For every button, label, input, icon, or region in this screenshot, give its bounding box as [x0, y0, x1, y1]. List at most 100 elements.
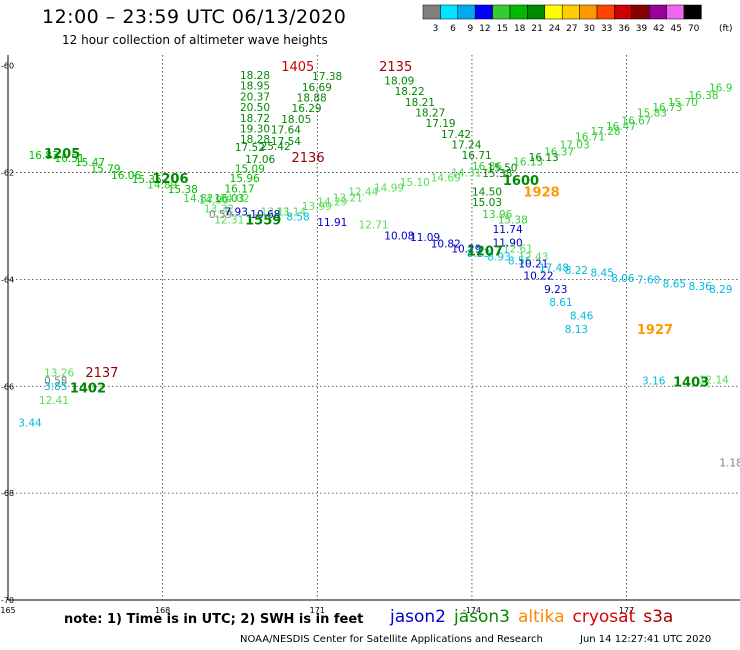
pass-time-label: 1402	[70, 382, 106, 397]
scale-label: 9	[467, 24, 473, 34]
legend-cryosat: cryosat	[572, 607, 636, 627]
wave-height-label: 18.72	[240, 113, 270, 125]
wave-height-label: 17.54	[271, 136, 301, 148]
wave-height-label: 8.46	[570, 310, 594, 322]
wave-height-label: 14.31	[451, 167, 481, 179]
wave-height-label: 10.29	[451, 244, 481, 256]
wave-height-label: 14.29	[317, 197, 347, 209]
wave-height-label: 13.11	[261, 206, 291, 218]
pass-time-label: 1205	[44, 147, 80, 162]
wave-height-label: 16.86	[472, 161, 502, 173]
scale-label: 15	[497, 24, 508, 34]
wave-height-label: 10.82	[431, 238, 461, 250]
wave-height-label: 12.43	[518, 252, 548, 264]
scale-swatch	[683, 4, 702, 20]
pass-time-label: 1403	[673, 375, 709, 390]
color-scale-legend: 3 6 9 12 15 18 21 24 27 30 33 36 39 42 45 70 (ft)	[422, 4, 733, 34]
x-tick-label: -174	[463, 606, 481, 615]
wave-height-label: 16.9	[709, 82, 732, 94]
scale-label: 24	[549, 24, 561, 34]
wave-height-label: 18.27	[415, 107, 445, 119]
y-tick-label: -68	[1, 489, 14, 498]
wave-height-label: 18.09	[384, 75, 414, 87]
wave-height-label: 16.69	[302, 82, 332, 94]
page-title: 12:00 – 23:59 UTC 06/13/2020	[42, 6, 347, 28]
wave-height-label: 18.28	[240, 134, 270, 146]
wave-height-label: 0.58	[44, 376, 67, 388]
scale-label: 12	[479, 24, 490, 34]
wave-height-label: 18.88	[297, 92, 327, 104]
wave-height-label: 16.71	[462, 150, 492, 162]
pass-time-label: 1206	[152, 172, 188, 187]
wave-height-label: 12.31	[214, 214, 244, 226]
credit-text: NOAA/NESDIS Center for Satellite Applica…	[240, 634, 543, 645]
y-tick-label: -66	[1, 382, 14, 391]
wave-height-label: 3.44	[18, 417, 42, 429]
wave-height-label: 15.70	[668, 97, 698, 109]
wave-height-label: 16.03	[214, 193, 244, 205]
wave-height-label: 8.93	[487, 252, 510, 264]
scale-label: 6	[450, 24, 456, 34]
wave-height-label: 16.17	[225, 183, 255, 195]
scale-label: 36	[618, 24, 630, 34]
wave-height-label: 20.50	[240, 102, 270, 114]
x-tick-label: 171	[310, 606, 325, 615]
wave-height-label: 15.83	[637, 107, 667, 119]
wave-height-label: 13.21	[333, 192, 363, 204]
pass-time-label: 1928	[523, 186, 559, 201]
wave-height-label: 12.61	[503, 244, 533, 256]
wave-height-label: 10.68	[250, 209, 280, 221]
wave-height-label: 13.14	[276, 206, 306, 218]
pass-time-label: 1600	[503, 174, 539, 189]
wave-height-label: 3.16	[642, 376, 666, 388]
wave-height-label: 20.37	[240, 91, 270, 103]
legend-jason3: jason3	[454, 607, 510, 627]
wave-height-label: 8.23	[467, 248, 490, 260]
wave-height-label: 8.06	[611, 273, 635, 285]
wave-height-label: 14.02	[219, 193, 249, 205]
x-tick-label: 165	[0, 606, 15, 615]
timestamp-text: Jun 14 12:27:41 UTC 2020	[580, 634, 712, 645]
wave-height-label: 17.03	[560, 140, 590, 152]
pass-time-label: 1207	[467, 244, 503, 259]
wave-height-label: 18.21	[405, 97, 435, 109]
scale-label: 45	[671, 24, 682, 34]
wave-height-label: 8.45	[591, 268, 614, 280]
wave-height-label: 11.74	[493, 224, 523, 236]
wave-height-label: 16.47	[606, 121, 636, 133]
legend-s3a: s3a	[643, 607, 674, 627]
wave-height-label: 17.24	[451, 140, 481, 152]
wave-height-label: 15.96	[230, 173, 260, 185]
wave-height-label: 16.06	[111, 170, 141, 182]
wave-height-label: 16.83	[29, 150, 59, 162]
wave-height-label: 15.38	[168, 184, 198, 196]
scale-label: 21	[531, 24, 542, 34]
wave-height-label: 15.10	[400, 177, 430, 189]
wave-height-label: 18.95	[240, 81, 270, 93]
y-tick-label: -60	[1, 62, 14, 71]
wave-height-label: 18.22	[395, 86, 425, 98]
wave-height-label: 8.36	[688, 281, 712, 293]
satellite-legend: jason2 jason3 altika cryosat s3a	[390, 607, 681, 627]
wave-height-label: 14.90	[199, 195, 229, 207]
wave-height-label: 13.99	[302, 201, 332, 213]
scale-label: 33	[601, 24, 612, 34]
wave-height-label: 17.19	[426, 118, 456, 130]
pass-time-label: 1927	[637, 323, 673, 338]
wave-height-label: 12.71	[359, 220, 389, 232]
wave-height-label: 17.28	[591, 126, 621, 138]
wave-height-label: 16.38	[688, 90, 718, 102]
wave-height-label: 14.99	[374, 182, 404, 194]
wave-height-label: 15.79	[90, 164, 120, 176]
wave-height-label: 7.60	[637, 275, 660, 287]
scale-label: 18	[514, 24, 526, 34]
wave-height-label: 10.22	[523, 270, 553, 282]
scale-label: 42	[653, 24, 664, 34]
wave-height-label: 10.21	[518, 259, 548, 271]
wave-height-label: 16.73	[652, 102, 682, 114]
wave-height-label: 16.29	[292, 103, 322, 115]
wave-height-label: 15.50	[487, 162, 517, 174]
y-tick-label: -70	[1, 596, 14, 605]
wave-height-label: 10.08	[384, 230, 414, 242]
wave-height-label: 16.71	[575, 131, 605, 143]
